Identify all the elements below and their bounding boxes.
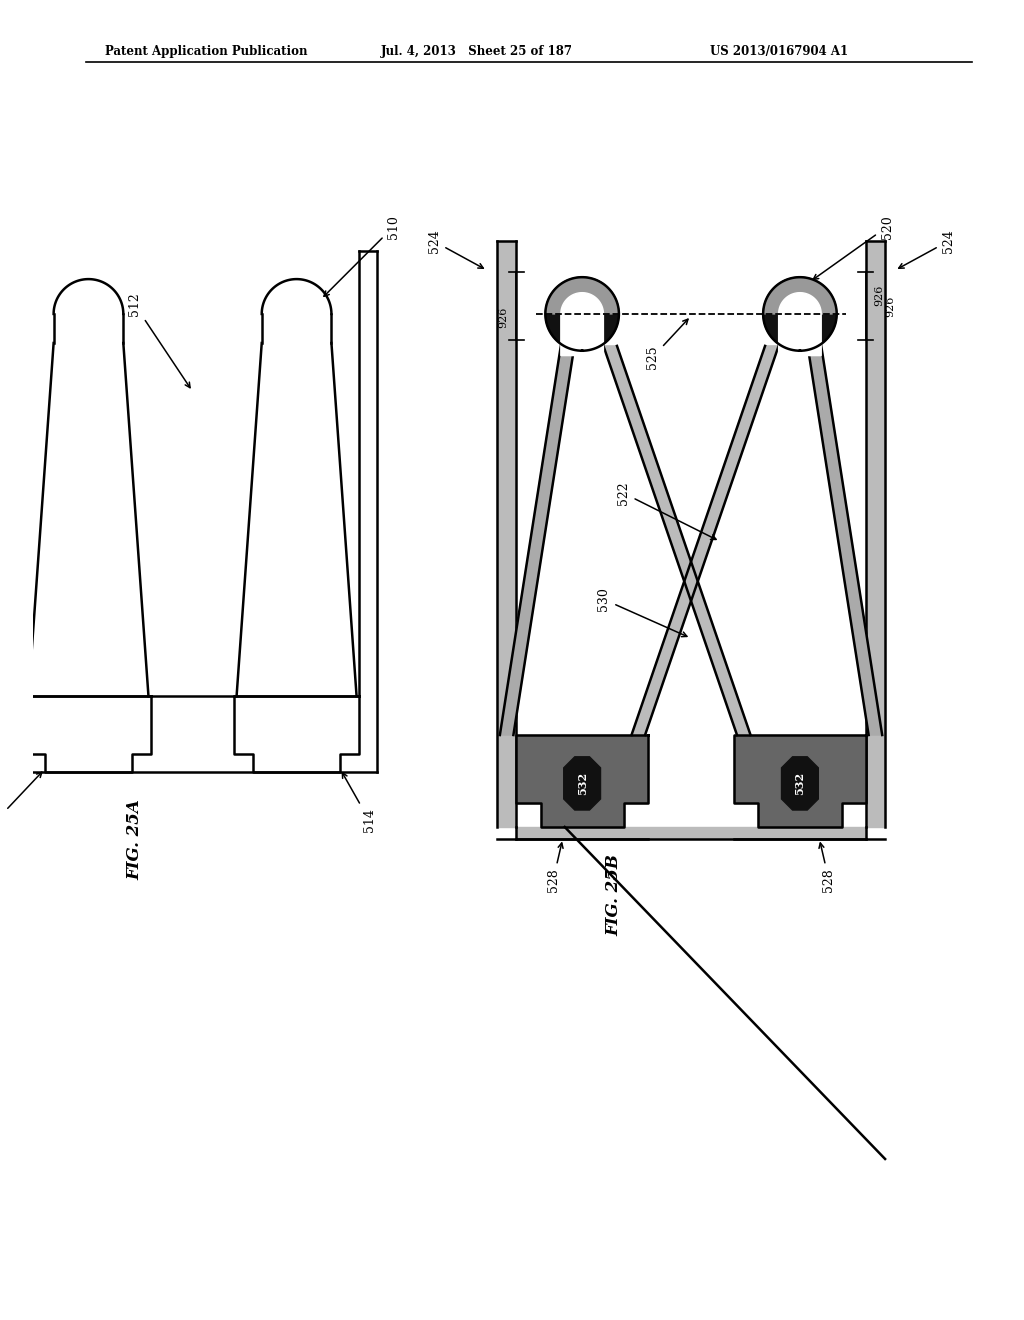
Polygon shape <box>808 346 883 735</box>
Text: 926: 926 <box>885 296 895 317</box>
Text: 524: 524 <box>428 230 483 268</box>
Text: 520: 520 <box>813 215 894 280</box>
Text: 514: 514 <box>0 772 42 832</box>
Text: US 2013/0167904 A1: US 2013/0167904 A1 <box>711 45 849 58</box>
Text: 926: 926 <box>498 306 508 327</box>
Text: Patent Application Publication: Patent Application Publication <box>105 45 308 58</box>
Polygon shape <box>603 346 751 735</box>
Polygon shape <box>546 277 618 351</box>
Polygon shape <box>632 346 778 735</box>
Text: 530: 530 <box>597 587 687 636</box>
Polygon shape <box>734 735 865 826</box>
Text: 532: 532 <box>577 772 588 795</box>
Text: 522: 522 <box>616 482 716 540</box>
Polygon shape <box>546 277 618 314</box>
Text: FIG. 25A: FIG. 25A <box>126 799 143 880</box>
Polygon shape <box>781 756 818 810</box>
Polygon shape <box>564 756 600 810</box>
Polygon shape <box>763 277 837 314</box>
Text: 532: 532 <box>795 772 806 795</box>
Polygon shape <box>763 277 837 351</box>
Text: Jul. 4, 2013   Sheet 25 of 187: Jul. 4, 2013 Sheet 25 of 187 <box>381 45 573 58</box>
Polygon shape <box>500 346 574 735</box>
Text: 525: 525 <box>646 319 688 370</box>
Polygon shape <box>865 242 885 826</box>
Polygon shape <box>497 242 516 826</box>
Text: 512: 512 <box>128 293 190 388</box>
Polygon shape <box>516 826 865 838</box>
Text: FIG. 25B: FIG. 25B <box>605 854 623 936</box>
Polygon shape <box>516 735 648 826</box>
Polygon shape <box>778 293 821 355</box>
Text: 926: 926 <box>874 285 885 306</box>
Polygon shape <box>561 293 603 355</box>
Text: 510: 510 <box>324 215 400 296</box>
Text: 524: 524 <box>899 230 954 268</box>
Text: 514: 514 <box>342 772 376 832</box>
Text: 528: 528 <box>547 843 563 892</box>
Text: 528: 528 <box>819 843 836 892</box>
